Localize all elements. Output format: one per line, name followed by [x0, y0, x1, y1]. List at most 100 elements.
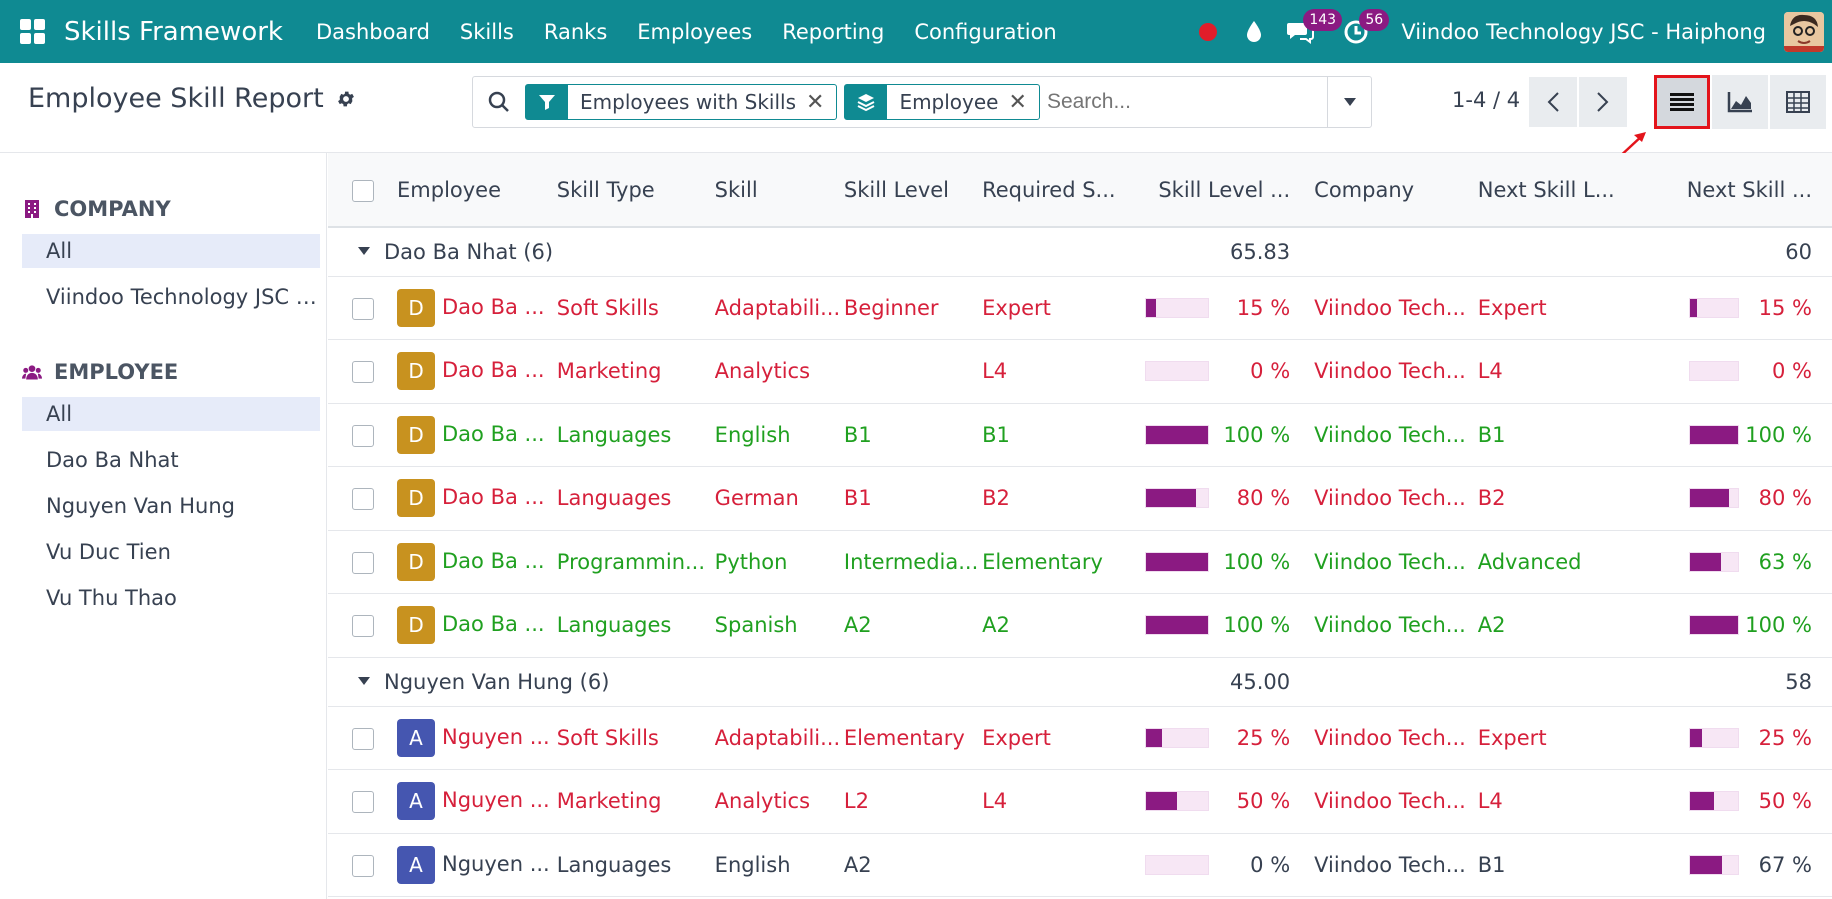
cell-required-skill[interactable]: Expert: [982, 295, 1051, 320]
row-checkbox[interactable]: [352, 361, 374, 384]
table-row[interactable]: D Dao Ba ... Languages English B1 B1 100 …: [328, 403, 1832, 467]
cell-employee[interactable]: D Dao Ba ...: [397, 530, 557, 594]
cell-skill-level[interactable]: Intermedia...: [843, 549, 979, 574]
pivot-view-button[interactable]: [1770, 75, 1826, 129]
row-checkbox[interactable]: [352, 551, 374, 574]
cell-skill[interactable]: English: [714, 852, 791, 877]
cell-required-skill[interactable]: L4: [982, 789, 1008, 814]
employee-filter-item[interactable]: Vu Duc Tien: [46, 540, 171, 564]
cell-skill-type[interactable]: Languages: [556, 422, 672, 447]
column-header-skill-type[interactable]: Skill Type: [556, 153, 715, 227]
cell-skill-level[interactable]: Elementary: [843, 725, 965, 750]
cell-skill-type[interactable]: Programmin...: [556, 549, 706, 574]
cell-skill[interactable]: English: [714, 422, 791, 447]
cell-required-skill[interactable]: B1: [982, 422, 1010, 447]
row-checkbox[interactable]: [352, 615, 374, 638]
cell-next-skill-level[interactable]: Expert: [1477, 295, 1547, 320]
cell-next-skill-level[interactable]: Expert: [1477, 725, 1547, 750]
cell-next-skill-level[interactable]: B1: [1477, 852, 1506, 877]
remove-groupby-icon[interactable]: ✕: [1008, 89, 1027, 115]
cell-skill[interactable]: Adaptabili...: [714, 295, 841, 320]
column-header-skill-level-progress[interactable]: Skill Level ...: [1145, 153, 1305, 227]
menu-skills[interactable]: Skills: [459, 19, 514, 44]
cell-skill-type[interactable]: Marketing: [556, 789, 662, 814]
cell-next-skill-level[interactable]: B2: [1477, 486, 1506, 511]
remove-filter-icon[interactable]: ✕: [806, 89, 825, 115]
cell-company[interactable]: Viindoo Tech...: [1314, 852, 1466, 877]
cell-skill-type[interactable]: Languages: [556, 486, 672, 511]
menu-employees[interactable]: Employees: [637, 19, 753, 44]
cell-skill[interactable]: Analytics: [714, 359, 811, 384]
cell-company[interactable]: Viindoo Tech...: [1314, 486, 1466, 511]
employee-filter-item[interactable]: Nguyen Van Hung: [46, 494, 236, 518]
table-row[interactable]: A Nguyen ... Languages English A2 0 % Vii…: [328, 833, 1832, 897]
cell-company[interactable]: Viindoo Tech...: [1314, 295, 1466, 320]
column-header-next-skill-progress[interactable]: Next Skill ...: [1645, 153, 1832, 227]
cell-required-skill[interactable]: B2: [982, 486, 1010, 511]
row-checkbox[interactable]: [352, 727, 374, 750]
recording-icon[interactable]: [1189, 0, 1227, 63]
cell-skill-type[interactable]: Soft Skills: [556, 295, 659, 320]
search-icon[interactable]: [473, 90, 525, 114]
row-checkbox[interactable]: [352, 488, 374, 511]
table-row[interactable]: A Nguyen ... Marketing Analytics L2 L4 50…: [328, 770, 1832, 834]
list-view-button[interactable]: [1654, 75, 1710, 129]
user-avatar[interactable]: [1784, 11, 1824, 52]
cell-next-skill-level[interactable]: B1: [1477, 422, 1506, 447]
cell-skill-level[interactable]: [844, 340, 982, 404]
cell-company[interactable]: Viindoo Tech...: [1314, 613, 1466, 638]
drop-icon[interactable]: [1235, 0, 1273, 63]
column-header-required-skill[interactable]: Required S...: [982, 153, 1146, 227]
cell-skill-type[interactable]: Languages: [556, 613, 672, 638]
cell-skill-type[interactable]: Soft Skills: [556, 725, 659, 750]
company-filter-all[interactable]: All: [22, 234, 320, 268]
apps-menu-icon[interactable]: [0, 0, 64, 63]
cell-next-skill-level[interactable]: L4: [1477, 359, 1503, 384]
cell-required-skill[interactable]: Elementary: [982, 549, 1103, 574]
table-row[interactable]: A Nguyen ... Soft Skills Adaptabili... El…: [328, 706, 1832, 770]
menu-reporting[interactable]: Reporting: [782, 19, 885, 44]
column-header-company[interactable]: Company: [1304, 153, 1468, 227]
table-row[interactable]: D Dao Ba ... Languages Spanish A2 A2 100 …: [328, 594, 1832, 657]
cell-next-skill-level[interactable]: A2: [1477, 613, 1506, 638]
pager-next-button[interactable]: [1579, 77, 1627, 127]
cell-skill-type[interactable]: Languages: [556, 852, 672, 877]
cell-skill[interactable]: Analytics: [714, 789, 811, 814]
table-row[interactable]: D Dao Ba ... Marketing Analytics L4 0 % V…: [328, 340, 1832, 404]
cell-required-skill[interactable]: Expert: [982, 725, 1051, 750]
menu-dashboard[interactable]: Dashboard: [315, 19, 430, 44]
company-filter-viindoo[interactable]: Viindoo Technology JSC - ...: [46, 285, 320, 309]
activities-clock-icon[interactable]: 56: [1337, 0, 1390, 63]
gear-icon[interactable]: [336, 89, 356, 109]
cell-employee[interactable]: D Dao Ba ...: [397, 403, 557, 467]
column-header-skill-level[interactable]: Skill Level: [843, 153, 983, 227]
cell-employee[interactable]: A Nguyen ...: [397, 833, 557, 897]
column-header-next-skill-level[interactable]: Next Skill L...: [1467, 153, 1646, 227]
row-checkbox[interactable]: [352, 424, 374, 447]
cell-employee[interactable]: A Nguyen ...: [397, 770, 557, 834]
cell-skill-level[interactable]: A2: [843, 613, 872, 638]
cell-skill-level[interactable]: A2: [843, 852, 872, 877]
company-switcher[interactable]: Viindoo Technology JSC - Haiphong: [1401, 19, 1766, 44]
cell-company[interactable]: Viindoo Tech...: [1314, 422, 1466, 447]
cell-next-skill-level[interactable]: L4: [1477, 789, 1503, 814]
menu-configuration[interactable]: Configuration: [914, 19, 1057, 44]
cell-company[interactable]: Viindoo Tech...: [1314, 725, 1466, 750]
cell-skill[interactable]: Adaptabili...: [714, 725, 841, 750]
row-checkbox[interactable]: [352, 854, 374, 877]
app-brand[interactable]: Skills Framework: [64, 16, 283, 47]
search-input[interactable]: [1046, 82, 1347, 122]
employee-filter-all[interactable]: All: [22, 397, 320, 431]
table-row[interactable]: D Dao Ba ... Programmin... Python Interme…: [328, 530, 1832, 594]
cell-skill-level[interactable]: B1: [843, 486, 872, 511]
column-header-employee[interactable]: Employee: [397, 153, 557, 227]
employee-filter-item[interactable]: Vu Thu Thao: [46, 586, 177, 610]
pager-value[interactable]: 1-4 / 4: [1452, 88, 1521, 112]
select-all-checkbox[interactable]: [352, 179, 374, 202]
table-row[interactable]: D Dao Ba ... Soft Skills Adaptabili... Be…: [328, 276, 1832, 340]
cell-company[interactable]: Viindoo Tech...: [1314, 789, 1466, 814]
cell-skill-type[interactable]: Marketing: [556, 359, 662, 384]
cell-employee[interactable]: A Nguyen ...: [397, 706, 557, 770]
cell-skill-level[interactable]: B1: [843, 422, 872, 447]
cell-skill[interactable]: German: [714, 486, 799, 511]
